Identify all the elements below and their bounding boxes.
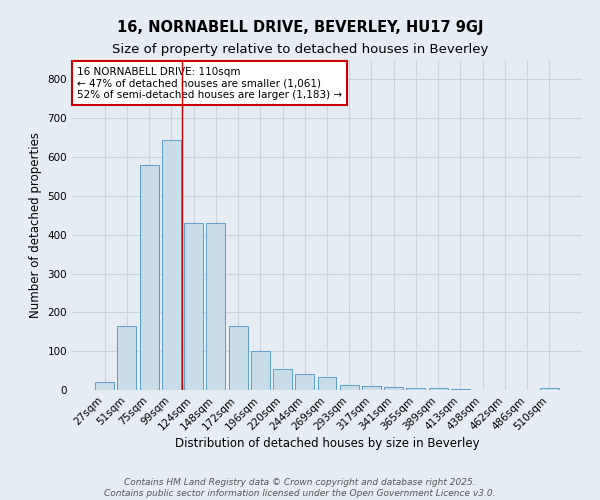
Text: 16, NORNABELL DRIVE, BEVERLEY, HU17 9GJ: 16, NORNABELL DRIVE, BEVERLEY, HU17 9GJ bbox=[117, 20, 483, 35]
Bar bbox=[406, 388, 425, 390]
Bar bbox=[251, 351, 270, 390]
Bar bbox=[184, 223, 203, 390]
Text: Contains HM Land Registry data © Crown copyright and database right 2025.
Contai: Contains HM Land Registry data © Crown c… bbox=[104, 478, 496, 498]
Bar bbox=[317, 377, 337, 390]
Bar bbox=[362, 386, 381, 390]
Text: Size of property relative to detached houses in Beverley: Size of property relative to detached ho… bbox=[112, 42, 488, 56]
Bar bbox=[140, 165, 158, 390]
Bar bbox=[118, 326, 136, 390]
Bar bbox=[429, 388, 448, 390]
Bar bbox=[295, 374, 314, 390]
Bar bbox=[206, 223, 225, 390]
Text: 16 NORNABELL DRIVE: 110sqm
← 47% of detached houses are smaller (1,061)
52% of s: 16 NORNABELL DRIVE: 110sqm ← 47% of deta… bbox=[77, 66, 342, 100]
Bar bbox=[340, 384, 359, 390]
X-axis label: Distribution of detached houses by size in Beverley: Distribution of detached houses by size … bbox=[175, 438, 479, 450]
Y-axis label: Number of detached properties: Number of detached properties bbox=[29, 132, 42, 318]
Bar bbox=[540, 388, 559, 390]
Bar bbox=[384, 387, 403, 390]
Bar bbox=[229, 326, 248, 390]
Bar bbox=[95, 382, 114, 390]
Bar bbox=[162, 140, 181, 390]
Bar bbox=[451, 389, 470, 390]
Bar bbox=[273, 368, 292, 390]
